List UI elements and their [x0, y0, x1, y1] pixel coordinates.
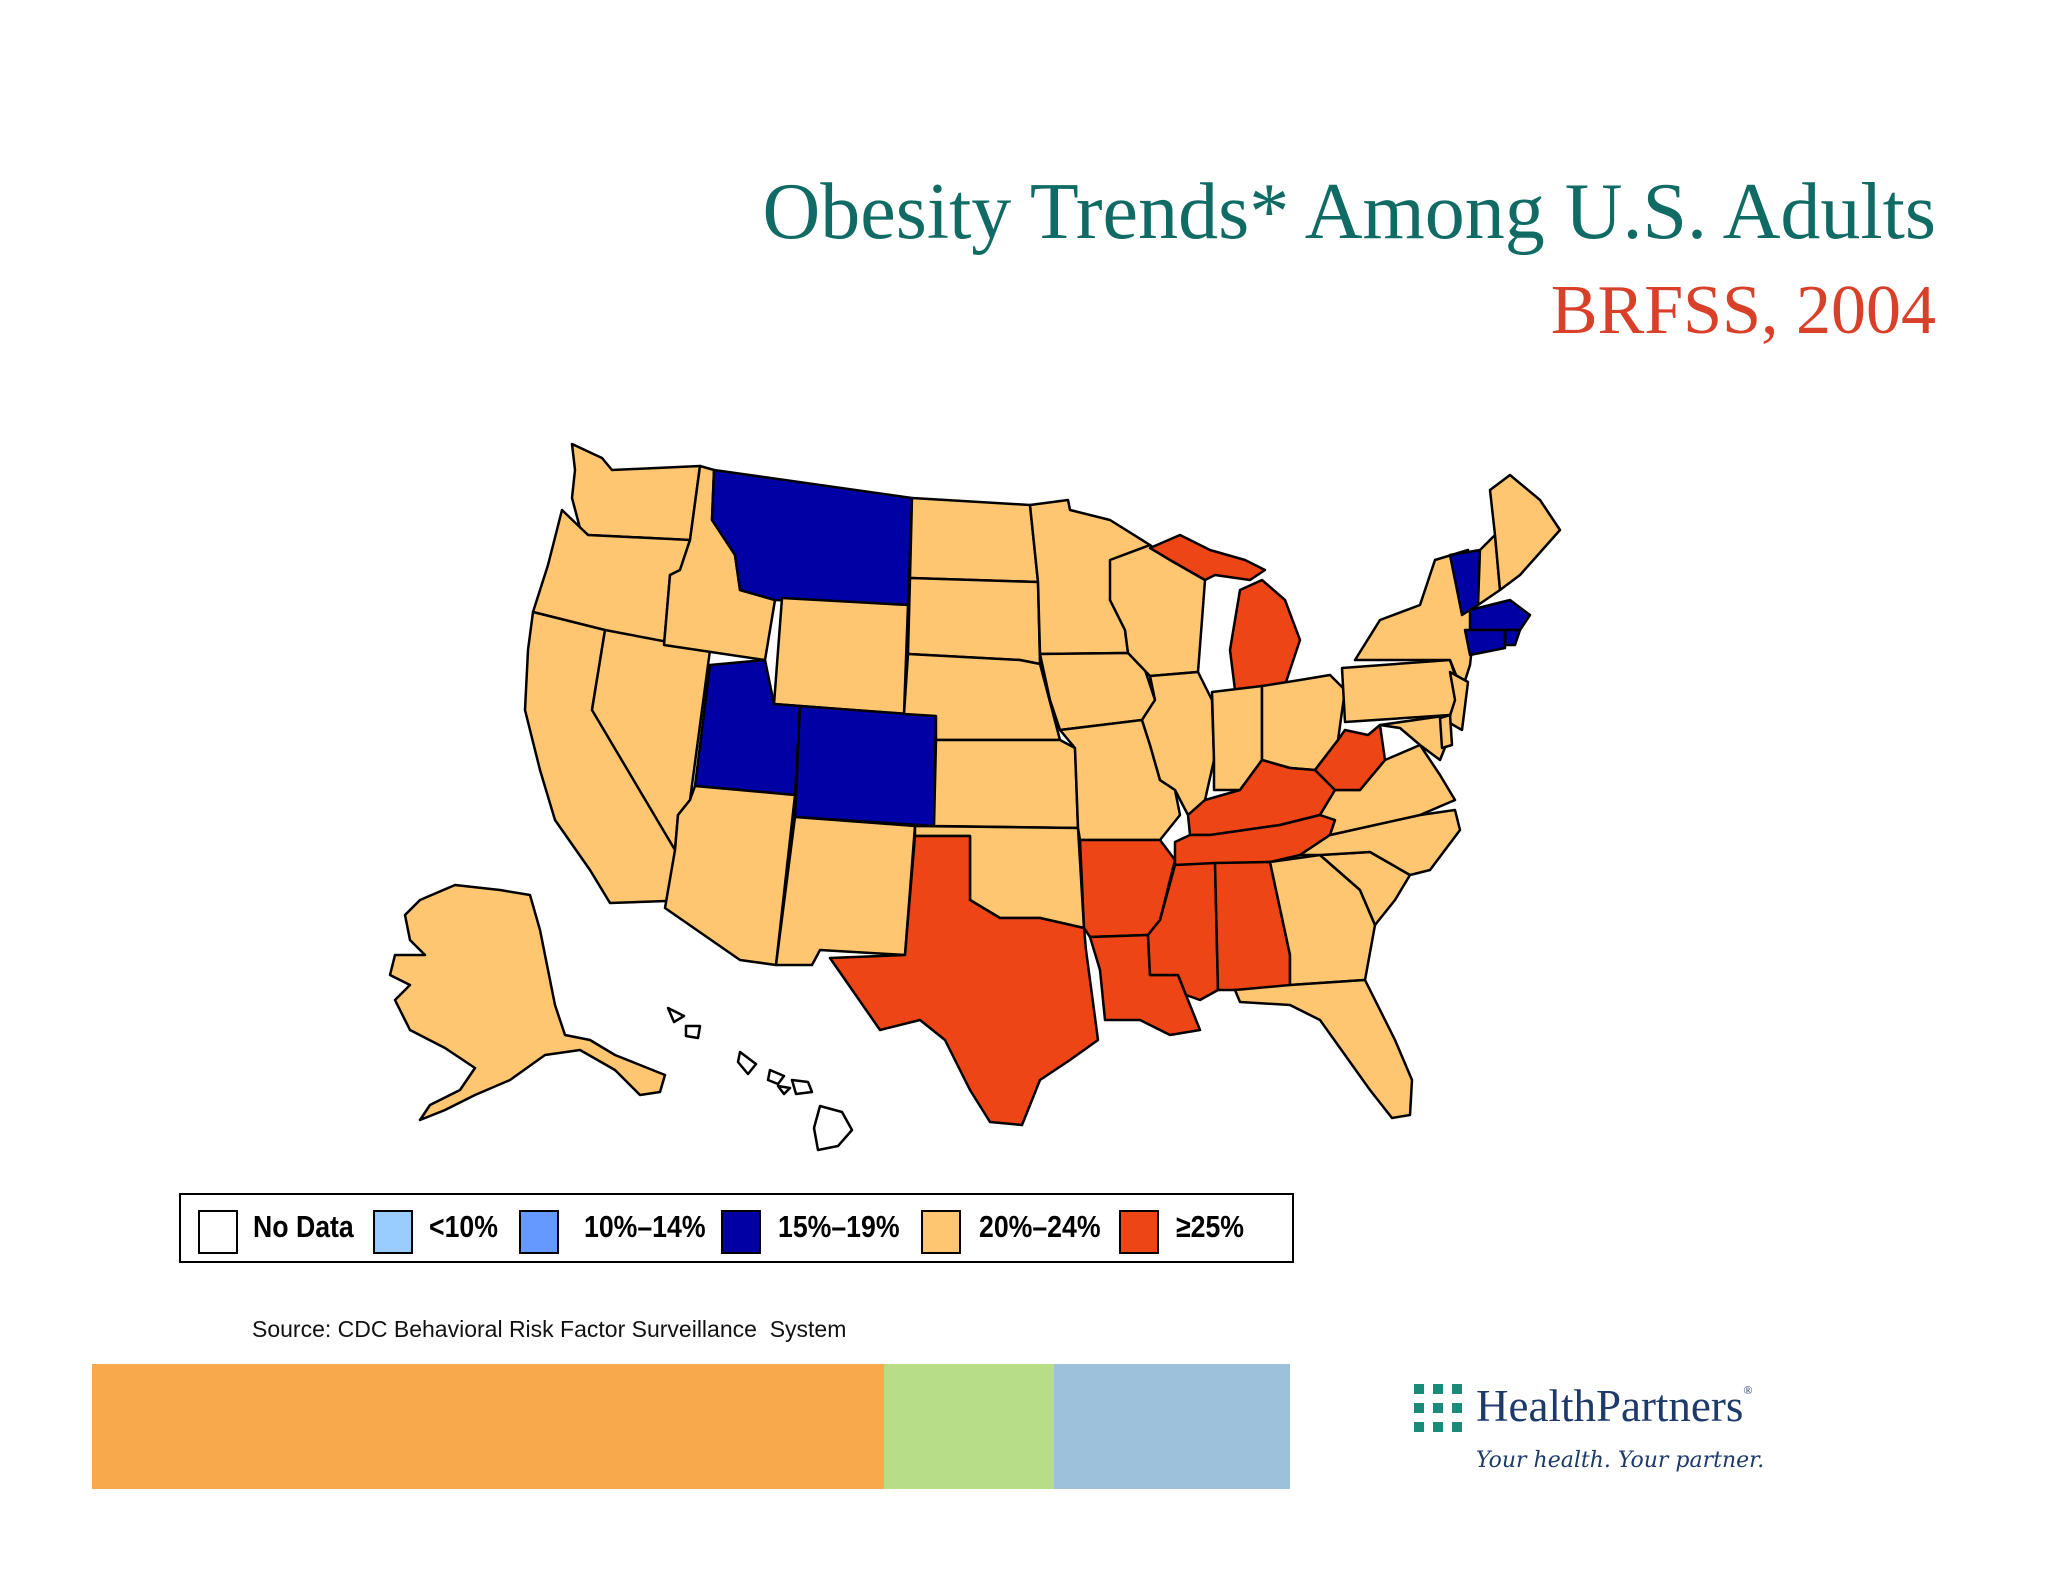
state-NJ [1446, 670, 1470, 732]
state-AZ [663, 784, 797, 967]
legend-swatch-lt10 [373, 1210, 413, 1254]
legend-label-20-24: 20%–24% [979, 1209, 1101, 1244]
state-MT [710, 468, 914, 607]
legend-swatch-no-data [198, 1210, 238, 1254]
state-WY [772, 596, 910, 716]
state-AK [388, 883, 667, 1122]
state-HI [666, 1006, 854, 1152]
legend-label-15-19: 15%–19% [778, 1209, 900, 1244]
footer-band-green [884, 1364, 1054, 1489]
state-PA [1340, 658, 1462, 724]
state-CT [1463, 628, 1507, 657]
state-FL [1233, 978, 1414, 1120]
state-CO [793, 704, 938, 828]
state-WA [570, 442, 702, 542]
state-KS [932, 738, 1080, 830]
state-ME [1488, 473, 1562, 592]
legend: No Data <10% 10%–14% 15%–19% 20%–24% ≥25… [179, 1193, 1294, 1263]
state-MI [1148, 533, 1302, 692]
legend-swatch-20-24 [921, 1210, 961, 1254]
logo-name: HealthPartners® [1476, 1381, 1753, 1431]
legend-swatch-10-14 [519, 1210, 559, 1254]
legend-swatch-ge25 [1119, 1210, 1159, 1254]
legend-label-ge25: ≥25% [1176, 1209, 1244, 1244]
logo-tagline: Your health. Your partner. [1476, 1448, 1765, 1473]
legend-label-no-data: No Data [253, 1209, 354, 1244]
legend-swatch-15-19 [721, 1210, 761, 1254]
legend-label-lt10: <10% [429, 1209, 498, 1244]
state-SD [906, 576, 1042, 666]
legend-label-10-14: 10%–14% [584, 1209, 706, 1244]
source-note: Source: CDC Behavioral Risk Factor Surve… [252, 1316, 847, 1342]
state-ND [908, 496, 1040, 584]
state-MA [1468, 598, 1532, 632]
state-NM [774, 815, 917, 967]
state-RI [1503, 628, 1522, 647]
footer-band-blue [1054, 1364, 1290, 1489]
state-IL [1140, 670, 1216, 817]
title-main: Obesity Trends* Among U.S. Adults [762, 168, 1936, 256]
title-subtitle: BRFSS, 2004 [1550, 272, 1936, 349]
healthpartners-logo: HealthPartners® Your health. Your partne… [1412, 1370, 1832, 1480]
footer-band-orange [92, 1364, 884, 1489]
state-TX [828, 834, 1100, 1127]
state-DE [1438, 713, 1454, 750]
logo-grid-icon [1414, 1384, 1462, 1432]
